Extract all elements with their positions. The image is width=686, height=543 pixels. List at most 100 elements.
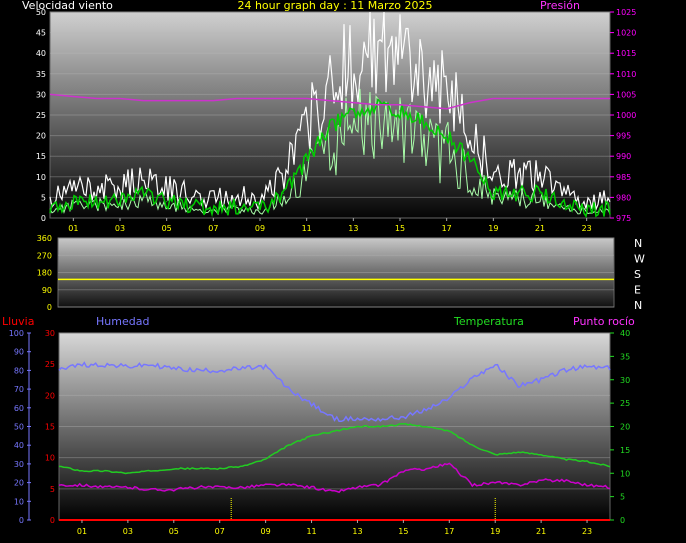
rain-tick-label: 5 (50, 485, 55, 494)
wind-point (142, 192, 144, 194)
humidity-line (58, 361, 611, 423)
humidity-tick-label: 80 (14, 366, 24, 375)
x-tick-label: 07 (208, 224, 218, 233)
rain-tick-label: 15 (45, 423, 55, 432)
dewpoint-line (58, 462, 611, 494)
wind-point (236, 205, 238, 207)
x-tick-label: 03 (123, 527, 133, 536)
pressure-tick-label: 1010 (616, 70, 636, 79)
x-tick-label: 21 (536, 527, 546, 536)
wind-point (189, 205, 191, 207)
humidity-tick-label: 100 (9, 329, 24, 338)
wind-point (376, 106, 378, 108)
x-tick-label: 09 (255, 224, 265, 233)
wind-light-line (49, 88, 611, 216)
rain-tick-label: 25 (45, 360, 55, 369)
wind-point (586, 209, 588, 211)
x-tick-label: 01 (77, 527, 87, 536)
direction-panel-bg (57, 237, 615, 308)
wind-tick-label: 30 (36, 90, 46, 99)
pressure-tick-label: 990 (616, 152, 631, 161)
wind-point (492, 192, 494, 194)
wind-tick-label: 45 (36, 29, 46, 38)
rain-tick-label: 0 (50, 516, 55, 525)
wind-axis-label: Velocidad viento (22, 0, 113, 12)
humidity-tick-label: 70 (14, 385, 24, 394)
wind-point (119, 200, 121, 203)
wind-point (422, 122, 424, 124)
x-tick-label: 05 (169, 527, 179, 536)
wind-tick-label: 0 (41, 214, 46, 223)
wind-point (306, 159, 308, 161)
x-tick-label: 19 (488, 224, 498, 233)
wind-tick-label: 25 (36, 111, 46, 120)
wind-tick-label: 5 (41, 193, 46, 202)
x-tick-label: 15 (398, 527, 408, 536)
direction-tick-label: 90 (42, 286, 52, 295)
x-tick-label: 11 (306, 527, 316, 536)
wind-point (259, 209, 261, 211)
x-tick-label: 17 (442, 224, 452, 233)
wind-tick-label: 20 (36, 132, 46, 141)
axis-ticks: 0510152025303540455097598098599099510001… (9, 8, 645, 536)
dewpoint-axis-label: Punto rocío (573, 315, 635, 328)
pressure-tick-label: 995 (616, 132, 631, 141)
temperature-tick-label: 10 (620, 469, 630, 478)
x-tick-label: 21 (535, 224, 545, 233)
temperature-axis-label: Temperatura (453, 315, 524, 328)
wind-tick-label: 35 (36, 70, 46, 79)
rain-tick-label: 20 (45, 391, 55, 400)
wind-point (399, 110, 401, 112)
x-tick-label: 23 (582, 224, 592, 233)
x-tick-label: 15 (395, 224, 405, 233)
wind-point (166, 200, 168, 203)
pressure-tick-label: 1020 (616, 29, 636, 38)
x-tick-label: 11 (302, 224, 312, 233)
direction-tick-label: 270 (37, 251, 52, 260)
x-tick-label: 05 (162, 224, 172, 233)
x-tick-label: 17 (444, 527, 454, 536)
wind-point (72, 200, 74, 203)
x-tick-label: 07 (215, 527, 225, 536)
compass-label: W (634, 253, 645, 266)
wind-point (446, 135, 448, 137)
temperature-tick-label: 15 (620, 446, 630, 455)
compass-label: N (634, 299, 642, 312)
wind-point (562, 205, 564, 207)
wind-point (212, 209, 214, 211)
wind-point (96, 200, 98, 203)
pressure-tick-label: 980 (616, 193, 631, 202)
rain-tick-label: 10 (45, 454, 55, 463)
pressure-tick-label: 1005 (616, 90, 636, 99)
rain-axis-label: Lluvia (2, 315, 34, 328)
temperature-tick-label: 20 (620, 423, 630, 432)
wind-point (609, 209, 611, 211)
humidity-tick-label: 10 (14, 497, 24, 506)
humidity-tick-label: 0 (19, 516, 24, 525)
temperature-tick-label: 25 (620, 399, 630, 408)
humidity-axis-label: Humedad (96, 315, 149, 328)
pressure-tick-label: 1025 (616, 8, 636, 17)
x-tick-label: 03 (115, 224, 125, 233)
temperature-tick-label: 35 (620, 352, 630, 361)
pressure-tick-label: 975 (616, 214, 631, 223)
wind-gust-line (49, 11, 611, 212)
x-tick-label: 09 (261, 527, 271, 536)
pressure-tick-label: 1015 (616, 49, 636, 58)
humidity-tick-label: 90 (14, 348, 24, 357)
wind-point (352, 110, 354, 112)
compass-label: N (634, 237, 642, 250)
wind-point (516, 192, 518, 194)
temperature-tick-label: 5 (620, 493, 625, 502)
humidity-tick-label: 20 (14, 479, 24, 488)
pressure-tick-label: 1000 (616, 111, 636, 120)
chart-title: 24 hour graph day : 11 Marzo 2025 (237, 0, 432, 12)
plot-series (49, 11, 614, 521)
direction-tick-label: 180 (37, 269, 52, 278)
humidity-tick-label: 50 (14, 423, 24, 432)
wind-tick-label: 40 (36, 49, 46, 58)
pressure-axis-label: Presión (540, 0, 580, 12)
x-tick-label: 13 (352, 527, 362, 536)
wind-tick-label: 50 (36, 8, 46, 17)
